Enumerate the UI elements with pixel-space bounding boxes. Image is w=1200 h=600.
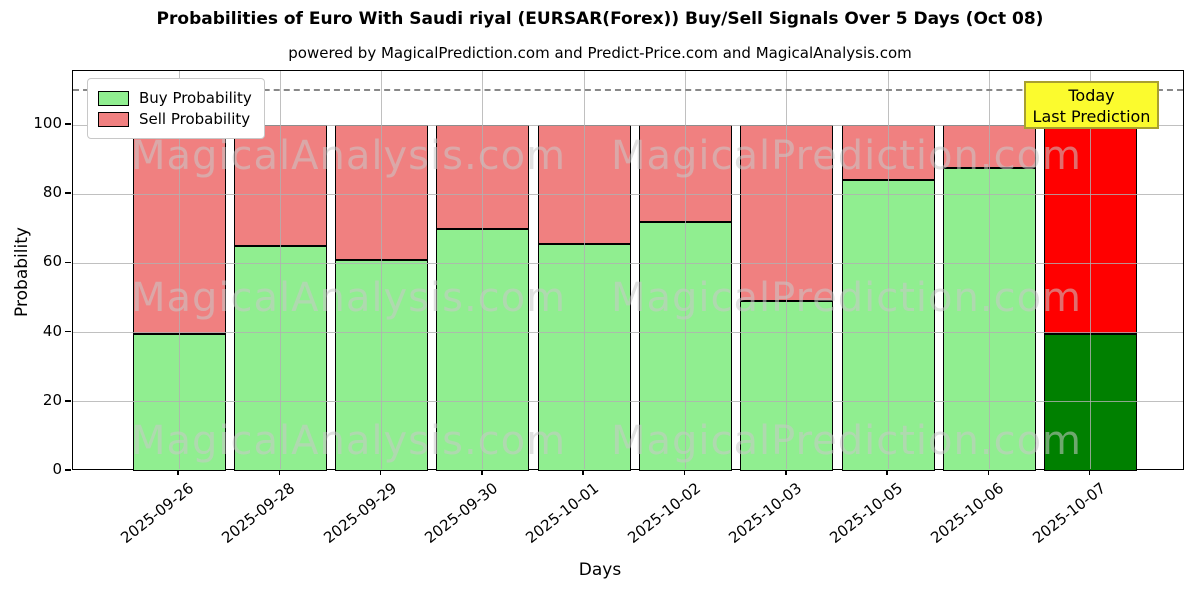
x-tick-label: 2025-09-30 [421, 479, 501, 547]
x-tick-label: 2025-10-07 [1028, 479, 1109, 547]
y-tick-mark [65, 123, 71, 125]
gridline-horizontal [73, 262, 1183, 264]
x-tick-label: 2025-10-06 [927, 479, 1008, 547]
gridline-horizontal [73, 332, 1183, 334]
x-tick-mark [886, 470, 888, 475]
x-tick-mark [177, 470, 179, 475]
y-tick-mark [65, 400, 71, 402]
legend: Buy Probability Sell Probability [87, 78, 265, 139]
legend-swatch-sell [98, 111, 129, 127]
annotation-line-2: Last Prediction [1032, 107, 1151, 126]
y-tick-mark [65, 330, 71, 333]
gridline-horizontal [73, 193, 1183, 195]
x-tick-mark [987, 470, 990, 475]
y-tick-label: 20 [42, 390, 62, 409]
gridline-horizontal [73, 124, 1183, 126]
y-tick-label: 60 [42, 252, 62, 271]
today-last-prediction-badge: Today Last Prediction [1024, 81, 1159, 129]
x-tick-mark [1088, 470, 1091, 475]
gridline-vertical [178, 71, 180, 469]
annotation-line-1: Today [1068, 86, 1115, 105]
x-tick-mark [582, 470, 584, 475]
gridline-vertical [482, 71, 484, 469]
legend-label-buy: Buy Probability [139, 89, 252, 107]
chart-title: Probabilities of Euro With Saudi riyal (… [156, 9, 1044, 29]
dashed-threshold-line [73, 89, 1183, 92]
gridline-vertical [583, 71, 585, 469]
y-tick-mark [65, 192, 71, 194]
legend-label-sell: Sell Probability [139, 110, 251, 128]
gridline-vertical [381, 71, 383, 469]
x-tick-mark [683, 470, 686, 475]
gridline-vertical [887, 71, 889, 469]
plot-area: Buy Probability Sell Probability Today L… [72, 70, 1184, 471]
x-tick-label: 2025-10-05 [826, 479, 907, 547]
x-tick-label: 2025-10-02 [623, 479, 704, 547]
chart-subtitle: powered by MagicalPrediction.com and Pre… [288, 44, 912, 62]
x-tick-label: 2025-09-26 [117, 479, 198, 547]
y-tick-label: 0 [52, 460, 62, 478]
gridline-vertical [1090, 71, 1092, 469]
x-tick-mark [481, 470, 483, 475]
y-tick-label: 80 [42, 183, 62, 202]
x-tick-label: 2025-09-28 [218, 479, 299, 547]
legend-swatch-buy [98, 90, 129, 106]
gridline-vertical [988, 71, 990, 469]
legend-item-sell: Sell Probability [98, 110, 252, 128]
y-tick-mark [65, 261, 71, 264]
x-tick-label: 2025-10-01 [522, 479, 603, 547]
x-tick-mark [379, 470, 382, 475]
legend-item-buy: Buy Probability [98, 89, 252, 107]
x-tick-mark [785, 470, 787, 475]
gridline-vertical [786, 71, 788, 469]
y-tick-label: 100 [33, 114, 62, 132]
gridline-vertical [279, 71, 281, 469]
x-tick-label: 2025-09-29 [319, 479, 400, 547]
x-axis-label: Days [578, 560, 622, 580]
x-tick-label: 2025-10-03 [725, 479, 805, 547]
y-axis-label: Probability [12, 227, 32, 317]
x-tick-mark [278, 470, 281, 475]
y-tick-label: 40 [42, 321, 62, 340]
gridline-vertical [685, 71, 686, 469]
y-tick-mark [65, 469, 71, 471]
gridline-horizontal [73, 401, 1183, 403]
